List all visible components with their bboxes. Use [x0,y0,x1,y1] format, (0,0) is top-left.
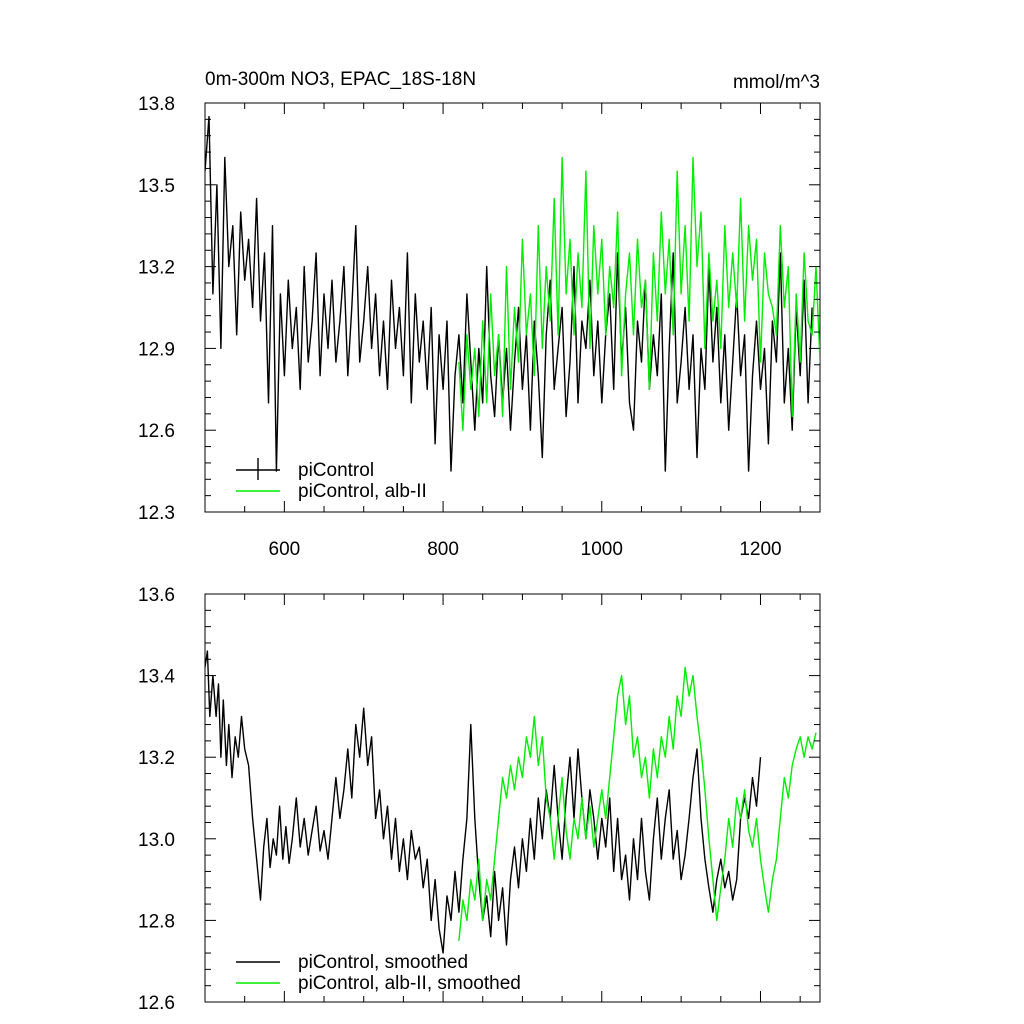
series-line-1 [458,156,820,431]
series-line-0 [205,650,762,954]
y-tick-label: 12.6 [138,421,175,442]
legend-label-1: piControl, alb-II, smoothed [298,973,521,994]
y-tick-label: 13.2 [138,258,175,279]
series-line-0 [205,115,813,472]
x-tick-label: 1000 [581,539,623,560]
y-tick-label: 13.4 [138,667,175,688]
y-tick-label: 12.6 [138,993,175,1014]
x-tick-label: 1200 [739,539,781,560]
y-tick-label: 12.3 [138,503,175,524]
x-tick-label: 600 [269,539,301,560]
y-tick-label: 12.8 [138,911,175,932]
chart-title: 0m-300m NO3, EPAC_18S-18N [205,69,476,90]
legend-label-0: piControl, smoothed [298,952,468,973]
legend-label-0: piControl [298,460,374,481]
plot-frame [204,102,821,513]
top-chart-panel: 12.3 12.6 12.9 13.2 13.5 13.8 600 800 1000 1200 pi… [138,94,821,560]
y-tick-label: 13.8 [138,94,175,115]
y-tick-label: 13.5 [138,176,175,197]
y-tick-label: 12.9 [138,339,175,360]
y-tick-label: 13.0 [138,830,175,851]
units-label: mmol/m^3 [733,72,820,93]
x-tick-label: 800 [427,539,459,560]
legend-label-1: piControl, alb-II [298,481,427,502]
plot-frame [204,593,821,1003]
bottom-chart-panel: 12.6 12.8 13.0 13.2 13.4 13.6 piControl, smoot… [138,585,821,1014]
series-line-1 [458,666,817,941]
y-tick-label: 13.6 [138,585,175,606]
y-tick-label: 13.2 [138,748,175,769]
